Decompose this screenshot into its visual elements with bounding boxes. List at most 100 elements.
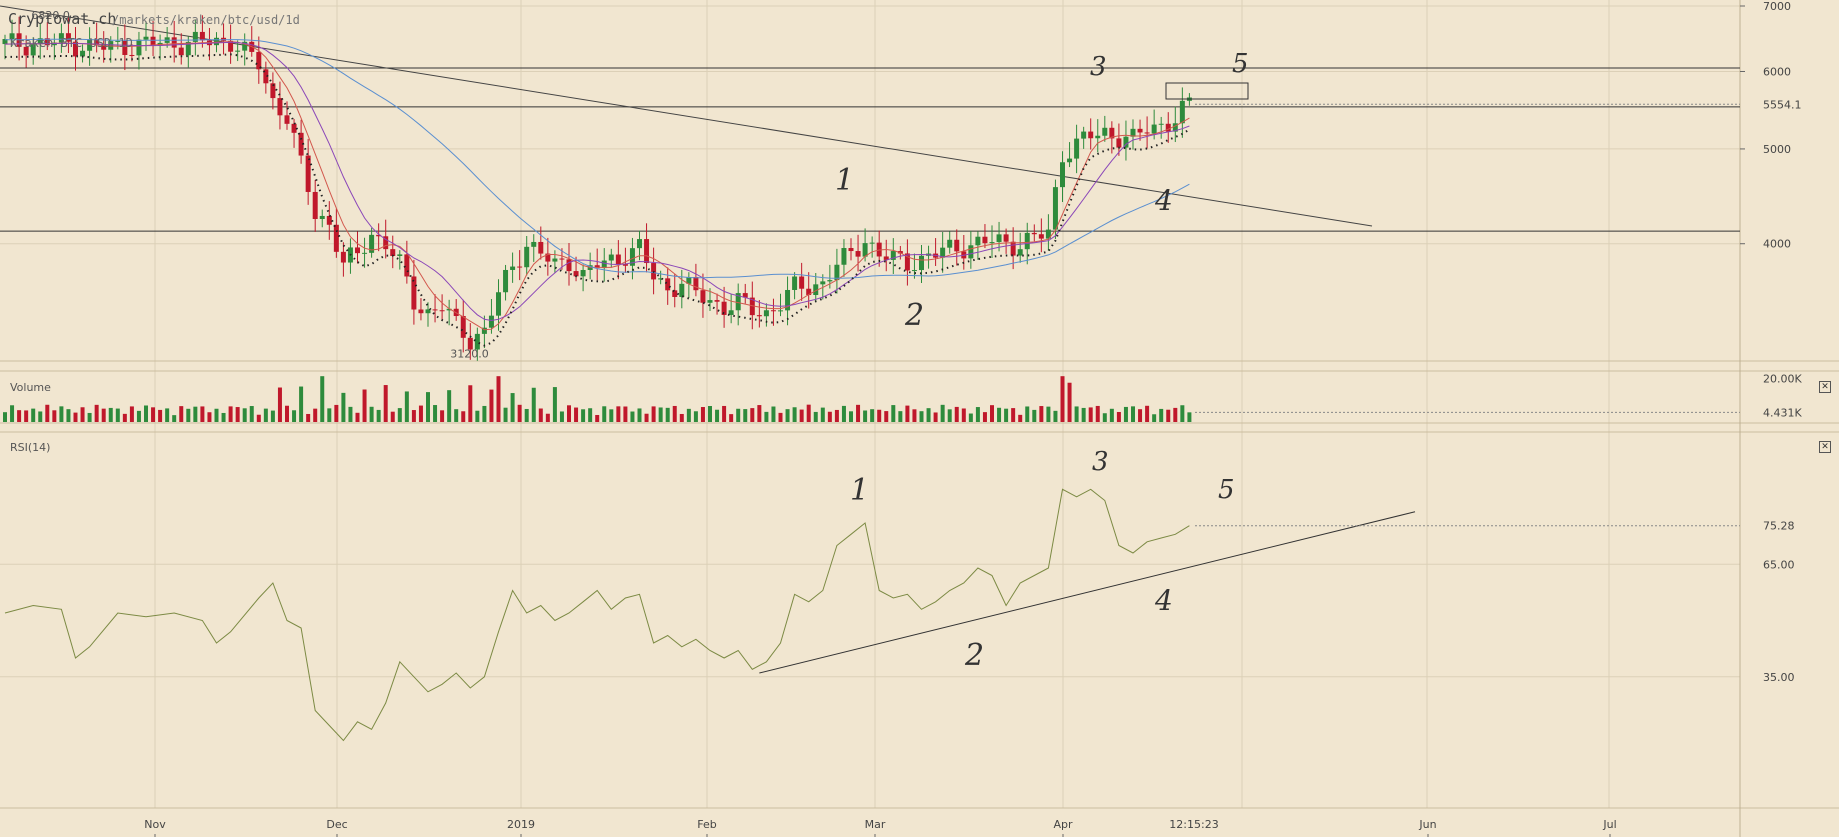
volume-bar [679, 413, 684, 422]
volume-bar [581, 409, 586, 422]
volume-bar [877, 409, 882, 422]
volume-group [3, 376, 1192, 422]
candle-body [150, 36, 156, 46]
candle-body [1038, 234, 1044, 239]
volume-bar [108, 407, 113, 422]
volume-bar [947, 409, 952, 422]
volume-bar [968, 413, 973, 422]
volume-bar [863, 410, 868, 422]
volume-bar [165, 408, 170, 422]
volume-bar [468, 385, 473, 422]
volume-bar [200, 406, 205, 422]
volume-bar [1032, 409, 1037, 422]
candle-body [1088, 131, 1094, 139]
volume-bar [1187, 412, 1192, 422]
volume-bar [447, 390, 452, 422]
handwritten-mark-1: 2 [904, 298, 924, 333]
candle-body [263, 69, 269, 84]
volume-bar [729, 414, 734, 422]
candle-body [108, 41, 114, 50]
candle-body [524, 246, 530, 268]
candle-body [883, 256, 889, 260]
volume-bar [708, 406, 712, 422]
candle-body [1024, 232, 1030, 250]
candle-body [1102, 127, 1108, 136]
candle-body [1137, 128, 1143, 133]
candle-body [305, 155, 311, 192]
candle-body [1130, 128, 1136, 137]
candle-body [531, 241, 537, 247]
candle-body [503, 269, 509, 293]
candle-body [460, 316, 466, 338]
volume-bar [404, 391, 409, 422]
volume-pane-label: Volume [10, 381, 51, 394]
volume-bar [637, 408, 642, 422]
candle-body [637, 239, 642, 249]
volume-bar [482, 405, 487, 422]
price-low-label: 3120.0 [450, 347, 489, 360]
volume-bar [961, 408, 966, 422]
candle-body [770, 310, 776, 312]
volume-bar [397, 408, 402, 422]
volume-bar [59, 406, 64, 422]
volume-bar [52, 410, 57, 422]
volume-bar [595, 414, 600, 422]
volume-bar [722, 405, 727, 422]
candle-body [404, 254, 410, 277]
candle-body [185, 41, 191, 56]
volume-bar [1053, 410, 1058, 422]
candle-body [820, 281, 826, 285]
rsi-line [4, 488, 1190, 742]
volume-bar [362, 389, 367, 422]
handwritten-mark-4: 5 [1232, 49, 1249, 79]
volume-bar [1159, 408, 1164, 422]
candle-body [897, 251, 903, 254]
candle-body [658, 278, 664, 280]
candle-body [580, 269, 586, 277]
volume-bar [376, 409, 381, 422]
candle-body [545, 253, 551, 262]
candle-body [425, 309, 431, 314]
candle-body [171, 37, 177, 48]
candle-body [862, 243, 868, 257]
volume-bar [912, 409, 917, 422]
candle-body [919, 255, 924, 271]
volume-bar [38, 411, 43, 422]
volume-bar [306, 413, 311, 422]
candle-body [989, 242, 995, 244]
volume-bar [3, 412, 7, 422]
volume-bar [982, 412, 987, 422]
close-volume-pane-icon[interactable]: ✕ [1819, 381, 1831, 393]
volume-bar [891, 405, 896, 422]
volume-bar [320, 376, 325, 422]
volume-bar [975, 407, 980, 422]
x-tick-label-Jul: Jul [1602, 818, 1616, 831]
candle-body [721, 301, 727, 315]
candle-body [115, 40, 121, 42]
volume-bar [193, 406, 198, 422]
volume-bar [1131, 406, 1135, 422]
volume-bar [144, 405, 148, 422]
volume-bar [630, 411, 635, 422]
volume-bar [228, 406, 233, 422]
candle-body [869, 242, 875, 244]
volume-bar [651, 406, 656, 422]
rsi-tick-75.28: 75.28 [1763, 520, 1795, 533]
candle-body [94, 39, 100, 45]
candle-body [615, 254, 621, 265]
volume-bar [285, 405, 289, 422]
candle-body [517, 266, 523, 268]
candle-body [855, 251, 861, 257]
candles-group [2, 15, 1192, 361]
candle-body [622, 264, 628, 266]
volume-bar [496, 376, 501, 422]
volume-bar [426, 392, 430, 422]
volume-bar [849, 411, 853, 422]
candle-body [538, 241, 544, 254]
volume-bar [348, 406, 353, 422]
volume-bar [665, 407, 670, 422]
close-rsi-pane-icon[interactable]: ✕ [1819, 441, 1831, 453]
market-label: Kraken BTC USD 1D [10, 36, 133, 50]
candle-body [37, 38, 43, 45]
handwritten-mark-7: 3 [1092, 447, 1109, 477]
